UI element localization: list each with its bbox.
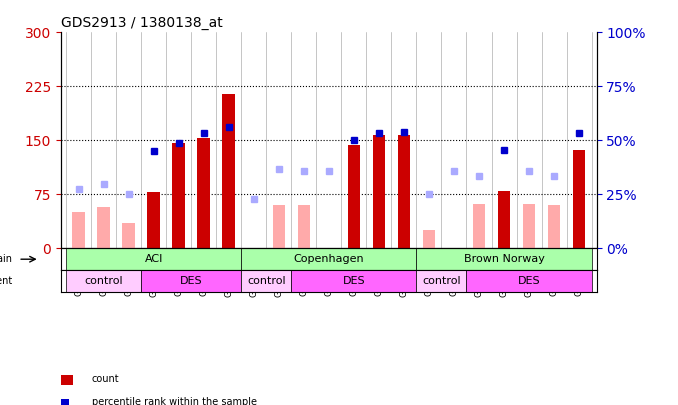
FancyBboxPatch shape [292, 270, 416, 292]
Bar [73, 212, 85, 248]
Bar [122, 223, 135, 248]
FancyBboxPatch shape [416, 270, 466, 292]
Text: ACI: ACI [144, 254, 163, 264]
Text: control: control [247, 276, 285, 286]
Bar [172, 143, 185, 248]
FancyBboxPatch shape [66, 248, 241, 270]
FancyBboxPatch shape [66, 270, 141, 292]
Text: DES: DES [342, 276, 365, 286]
FancyBboxPatch shape [241, 270, 292, 292]
Text: strain: strain [0, 254, 13, 264]
Text: count: count [92, 375, 119, 384]
Bar [197, 138, 210, 248]
Text: control: control [422, 276, 461, 286]
FancyBboxPatch shape [141, 270, 241, 292]
Text: control: control [84, 276, 123, 286]
Bar [573, 150, 585, 248]
Text: agent: agent [0, 276, 13, 286]
Text: percentile rank within the sample: percentile rank within the sample [92, 397, 256, 405]
Text: Copenhagen: Copenhagen [294, 254, 364, 264]
Text: DES: DES [518, 276, 540, 286]
Bar [548, 205, 560, 248]
Bar [523, 204, 536, 248]
FancyBboxPatch shape [416, 248, 592, 270]
FancyBboxPatch shape [241, 248, 416, 270]
Bar [373, 135, 385, 248]
Bar [298, 205, 310, 248]
Bar [422, 230, 435, 248]
Text: Brown Norway: Brown Norway [464, 254, 544, 264]
Bar [498, 191, 511, 248]
FancyBboxPatch shape [466, 270, 592, 292]
Bar [473, 204, 485, 248]
Bar [273, 205, 285, 248]
Bar [98, 207, 110, 248]
Bar [398, 134, 410, 248]
Bar [147, 192, 160, 248]
Text: DES: DES [180, 276, 203, 286]
Bar [222, 94, 235, 248]
Bar [348, 145, 360, 248]
Text: GDS2913 / 1380138_at: GDS2913 / 1380138_at [61, 16, 223, 30]
